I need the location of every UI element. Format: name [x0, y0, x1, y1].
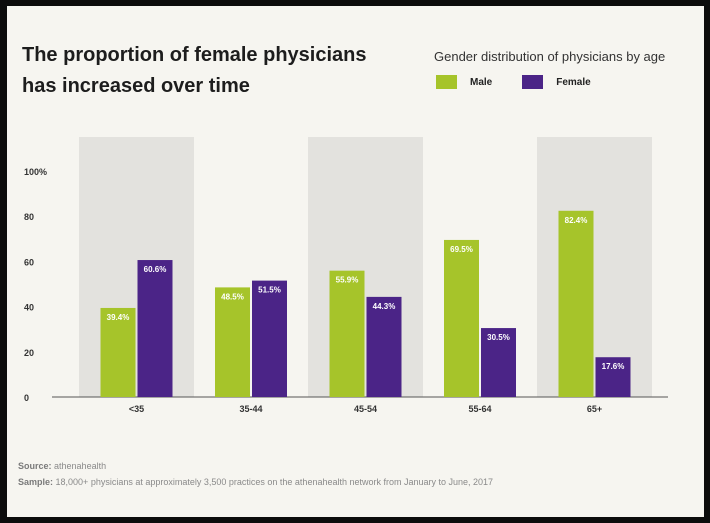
bar-value-label: 51.5% [258, 286, 281, 295]
bar-female [481, 328, 516, 397]
source-text: athenahealth [54, 461, 107, 471]
bar-female [595, 357, 631, 397]
bar-value-label: 60.6% [144, 265, 167, 274]
x-tick-label: <35 [129, 404, 144, 414]
bar-value-label: 48.5% [221, 292, 244, 301]
y-tick-label: 100% [24, 167, 47, 177]
category-band [79, 137, 194, 397]
legend-swatch-male [436, 75, 457, 89]
bar-value-label: 17.6% [602, 362, 625, 371]
source-line: Source: athenahealth [18, 458, 493, 474]
sample-line: Sample: 18,000+ physicians at approximat… [18, 474, 493, 490]
category-band [308, 137, 423, 397]
bar-value-label: 69.5% [450, 245, 473, 254]
legend-item-female: Female [522, 75, 591, 89]
y-tick-label: 0 [24, 393, 29, 403]
x-tick-label: 35-44 [239, 404, 262, 414]
bar-male [329, 270, 365, 397]
bar-male [558, 210, 594, 397]
footer: Source: athenahealth Sample: 18,000+ phy… [18, 458, 493, 490]
legend-label-female: Female [556, 76, 591, 88]
x-axis-labels: <35 35-44 45-54 55-64 65+ [129, 404, 602, 414]
bar-value-label: 44.3% [373, 302, 396, 311]
bar-female [366, 296, 402, 397]
bar-male [100, 307, 136, 397]
source-label: Source: [18, 461, 52, 471]
bar-value-label: 82.4% [565, 216, 588, 225]
y-tick-label: 80 [24, 212, 34, 222]
bar-female [252, 280, 287, 397]
bar-value-label: 30.5% [487, 333, 510, 342]
category-band [537, 137, 652, 397]
y-tick-label: 60 [24, 257, 34, 267]
x-tick-label: 55-64 [468, 404, 491, 414]
category-bands [79, 137, 652, 397]
legend-swatch-female [522, 75, 544, 89]
sample-text: 18,000+ physicians at approximately 3,50… [55, 477, 494, 487]
bar-male [215, 287, 250, 397]
legend: Male Female [436, 75, 621, 89]
y-tick-label: 40 [24, 303, 34, 313]
y-tick-label: 20 [24, 348, 34, 358]
legend-title: Gender distribution of physicians by age [434, 49, 666, 64]
x-tick-label: 45-54 [354, 404, 377, 414]
legend-item-male: Male [436, 75, 492, 89]
legend-label-male: Male [470, 76, 493, 88]
chart-title: The proportion of female physicians has … [22, 44, 367, 97]
y-axis-ticks: 0 20 40 60 80 100% [24, 167, 47, 403]
sample-label: Sample: [18, 477, 54, 487]
bar-female [137, 260, 173, 397]
bar-value-label: 39.4% [107, 313, 130, 322]
x-tick-label: 65+ [587, 404, 602, 414]
bar-male [444, 239, 479, 397]
bars: 39.4% 60.6% 48.5% 51.5% 55.9% 44.3% 69.5% 30.5%… [100, 210, 631, 397]
bar-value-label: 55.9% [336, 276, 359, 285]
